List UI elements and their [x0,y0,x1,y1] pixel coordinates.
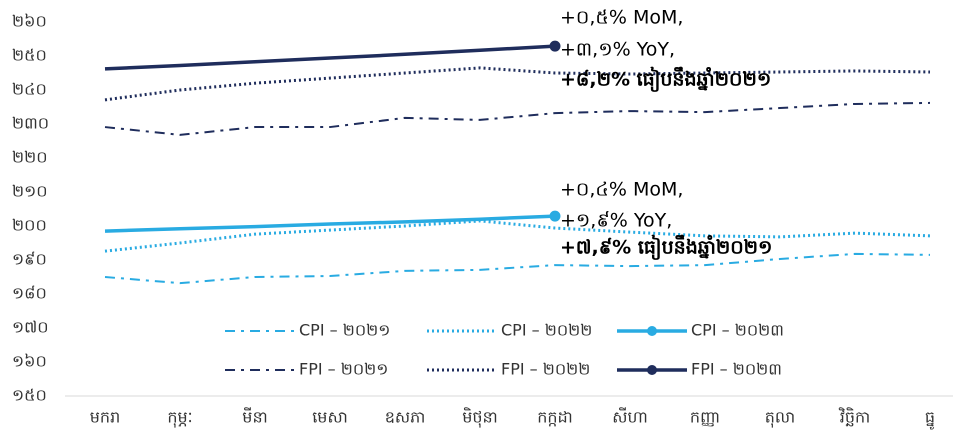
x-tick-label: មិថុនា [462,407,498,429]
legend-marker [647,365,657,375]
y-tick-label: ២២០ [12,148,48,167]
legend-label: FPI – ២០២២ [501,360,590,379]
y-tick-label: ១៨០ [12,284,47,303]
end-marker [549,210,561,222]
x-tick-label: ឧសភា [385,408,426,427]
x-tick-label: វិច្ឆិកា [838,407,870,427]
x-tick-label: មីនា [242,407,267,427]
y-tick-label: ២៥០ [12,46,47,65]
legend-label: CPI – ២០២៣ [691,321,784,340]
series-line [104,66,931,102]
annotation: +០,៤% MoM, [560,179,683,201]
x-tick-label: មករា [90,408,120,427]
legend-marker [647,326,657,336]
annotation: +៣,១% YoY, [560,39,675,61]
x-tick-label: សីហា [612,407,648,427]
y-tick-label: ២១០ [12,182,48,201]
x-tick-label: កក្កដា [537,408,573,427]
y-tick-label: ១៧០ [12,318,49,337]
series-line [104,219,931,253]
end-marker [549,40,561,52]
x-tick-label: កុម្ភៈ [167,408,192,429]
x-tick-label: កញ្ញា [690,408,720,427]
series-line [104,214,556,233]
series-line [104,252,931,285]
legend-label: FPI – ២០២៣ [691,360,782,379]
legend-label: CPI – ២០២១ [299,321,390,340]
x-tick-label: តុលា [765,408,795,429]
x-tick-label: ធ្នូ [925,408,935,431]
annotation: +៧,៩% ធៀបនឹងឆ្នាំ២០២១ [560,235,772,261]
y-tick-label: ២៤០ [12,80,47,99]
y-tick-label: ១៩០ [12,250,47,269]
y-tick-label: ២៦០ [12,12,47,31]
annotation: +១,៩% YoY, [560,210,672,232]
legend-label: CPI – ២០២២ [501,321,592,340]
annotation: +៨,២% ធៀបនឹងឆ្នាំ២០២១ [560,67,771,93]
y-tick-label: ១៥០ [12,386,47,405]
y-tick-label: ២៣០ [12,114,49,133]
series-line [104,101,931,136]
series-line [104,44,556,71]
x-tick-label: មេសា [312,408,348,427]
y-tick-label: ១៦០ [12,352,47,371]
legend-label: FPI – ២០២១ [299,360,388,379]
annotation: +០,៥% MoM, [560,7,683,29]
y-tick-label: ២០០ [12,216,47,235]
